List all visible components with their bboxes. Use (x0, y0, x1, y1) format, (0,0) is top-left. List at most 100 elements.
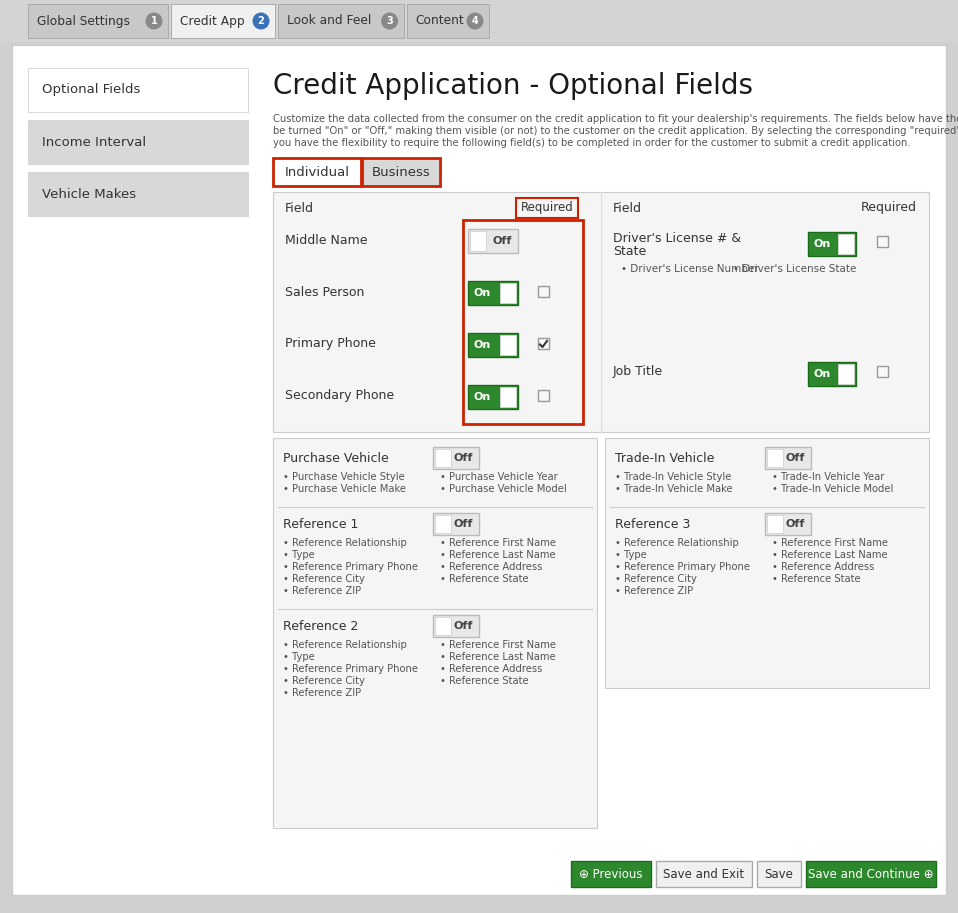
Bar (433, 447, 479, 469)
Text: • Reference City: • Reference City (283, 574, 365, 584)
Text: Job Title: Job Title (613, 365, 663, 379)
Text: • Purchase Vehicle Year: • Purchase Vehicle Year (440, 472, 558, 482)
Text: Save and Exit: Save and Exit (664, 867, 744, 880)
Bar (28, 172, 248, 216)
Text: Look and Feel: Look and Feel (287, 15, 372, 27)
Text: • Reference State: • Reference State (440, 574, 529, 584)
Text: • Reference Primary Phone: • Reference Primary Phone (283, 562, 418, 572)
Text: On: On (813, 239, 831, 249)
Text: Off: Off (492, 236, 512, 246)
Text: Customize the data collected from the consumer on the credit application to fit : Customize the data collected from the co… (273, 114, 958, 124)
Bar (605, 438, 929, 688)
Text: Credit App: Credit App (180, 15, 244, 27)
Text: Off: Off (786, 519, 805, 529)
Bar (806, 861, 936, 887)
Bar (273, 438, 597, 828)
Text: • Purchase Vehicle Make: • Purchase Vehicle Make (283, 484, 406, 494)
Text: • Reference Last Name: • Reference Last Name (440, 652, 556, 662)
Text: • Reference Address: • Reference Address (440, 664, 542, 674)
Text: • Reference City: • Reference City (615, 574, 696, 584)
Text: 2: 2 (258, 16, 264, 26)
Text: Income Interval: Income Interval (42, 135, 147, 149)
Text: • Reference State: • Reference State (772, 574, 860, 584)
Text: Off: Off (453, 453, 472, 463)
Bar (435, 617, 451, 635)
Bar (435, 449, 451, 467)
Text: • Reference State: • Reference State (440, 676, 529, 686)
Bar (808, 232, 856, 256)
Bar (171, 4, 275, 38)
Bar (273, 192, 929, 432)
Bar (765, 447, 811, 469)
Bar (470, 231, 486, 251)
Text: Off: Off (786, 453, 805, 463)
Bar (278, 4, 403, 38)
Bar (767, 449, 783, 467)
Bar (468, 385, 518, 409)
Text: • Reference Relationship: • Reference Relationship (615, 538, 739, 548)
Text: • Reference Last Name: • Reference Last Name (440, 550, 556, 560)
Text: • Reference ZIP: • Reference ZIP (615, 586, 694, 596)
Text: Off: Off (453, 519, 472, 529)
Text: • Reference First Name: • Reference First Name (440, 538, 556, 548)
Text: • Reference Relationship: • Reference Relationship (283, 538, 407, 548)
Text: • Driver's License Number: • Driver's License Number (621, 264, 759, 274)
Bar (500, 283, 516, 303)
Bar (656, 861, 752, 887)
Bar (767, 515, 783, 533)
Circle shape (467, 13, 484, 29)
Text: Reference 3: Reference 3 (615, 518, 691, 530)
Text: • Trade-In Vehicle Make: • Trade-In Vehicle Make (615, 484, 733, 494)
Text: • Reference First Name: • Reference First Name (440, 640, 556, 650)
Text: Vehicle Makes: Vehicle Makes (42, 187, 136, 201)
Text: Business: Business (372, 165, 430, 179)
Text: • Trade-In Vehicle Style: • Trade-In Vehicle Style (615, 472, 731, 482)
Text: • Reference Address: • Reference Address (772, 562, 875, 572)
Text: • Reference ZIP: • Reference ZIP (283, 688, 361, 698)
Text: • Type: • Type (615, 550, 647, 560)
Bar (838, 234, 854, 254)
Bar (757, 861, 801, 887)
Text: Individual: Individual (285, 165, 350, 179)
Bar (273, 158, 361, 186)
Text: Field: Field (613, 202, 642, 215)
Text: • Trade-In Vehicle Model: • Trade-In Vehicle Model (772, 484, 894, 494)
Text: On: On (473, 340, 490, 350)
Text: 4: 4 (471, 16, 478, 26)
Bar (516, 198, 578, 218)
Text: • Reference ZIP: • Reference ZIP (283, 586, 361, 596)
Text: Middle Name: Middle Name (285, 234, 368, 247)
Text: On: On (473, 392, 490, 402)
Text: Global Settings: Global Settings (37, 15, 130, 27)
Text: • Reference Primary Phone: • Reference Primary Phone (283, 664, 418, 674)
Bar (0, 0, 958, 42)
Text: • Driver's License State: • Driver's License State (733, 264, 856, 274)
Text: • Reference City: • Reference City (283, 676, 365, 686)
Text: Reference 2: Reference 2 (283, 620, 358, 633)
Text: Content: Content (416, 15, 465, 27)
Text: Required: Required (520, 202, 574, 215)
Text: Off: Off (453, 621, 472, 631)
Text: Primary Phone: Primary Phone (285, 338, 376, 351)
Text: ⊕ Previous: ⊕ Previous (580, 867, 643, 880)
Text: you have the flexibility to require the following field(s) to be completed in or: you have the flexibility to require the … (273, 138, 911, 148)
Text: • Reference Address: • Reference Address (440, 562, 542, 572)
Bar (433, 615, 479, 637)
Bar (538, 390, 549, 401)
Text: 1: 1 (150, 16, 157, 26)
Text: Save: Save (764, 867, 793, 880)
Bar (500, 387, 516, 407)
Text: • Reference Primary Phone: • Reference Primary Phone (615, 562, 750, 572)
Bar (500, 335, 516, 355)
Text: On: On (473, 288, 490, 298)
Bar (877, 236, 888, 247)
Text: On: On (813, 369, 831, 379)
Text: Credit Application - Optional Fields: Credit Application - Optional Fields (273, 72, 753, 100)
Text: • Purchase Vehicle Model: • Purchase Vehicle Model (440, 484, 567, 494)
Text: Trade-In Vehicle: Trade-In Vehicle (615, 452, 715, 465)
Text: Reference 1: Reference 1 (283, 518, 358, 530)
Bar (433, 513, 479, 535)
Circle shape (146, 13, 163, 29)
Text: Sales Person: Sales Person (285, 286, 364, 299)
Text: • Reference Last Name: • Reference Last Name (772, 550, 888, 560)
